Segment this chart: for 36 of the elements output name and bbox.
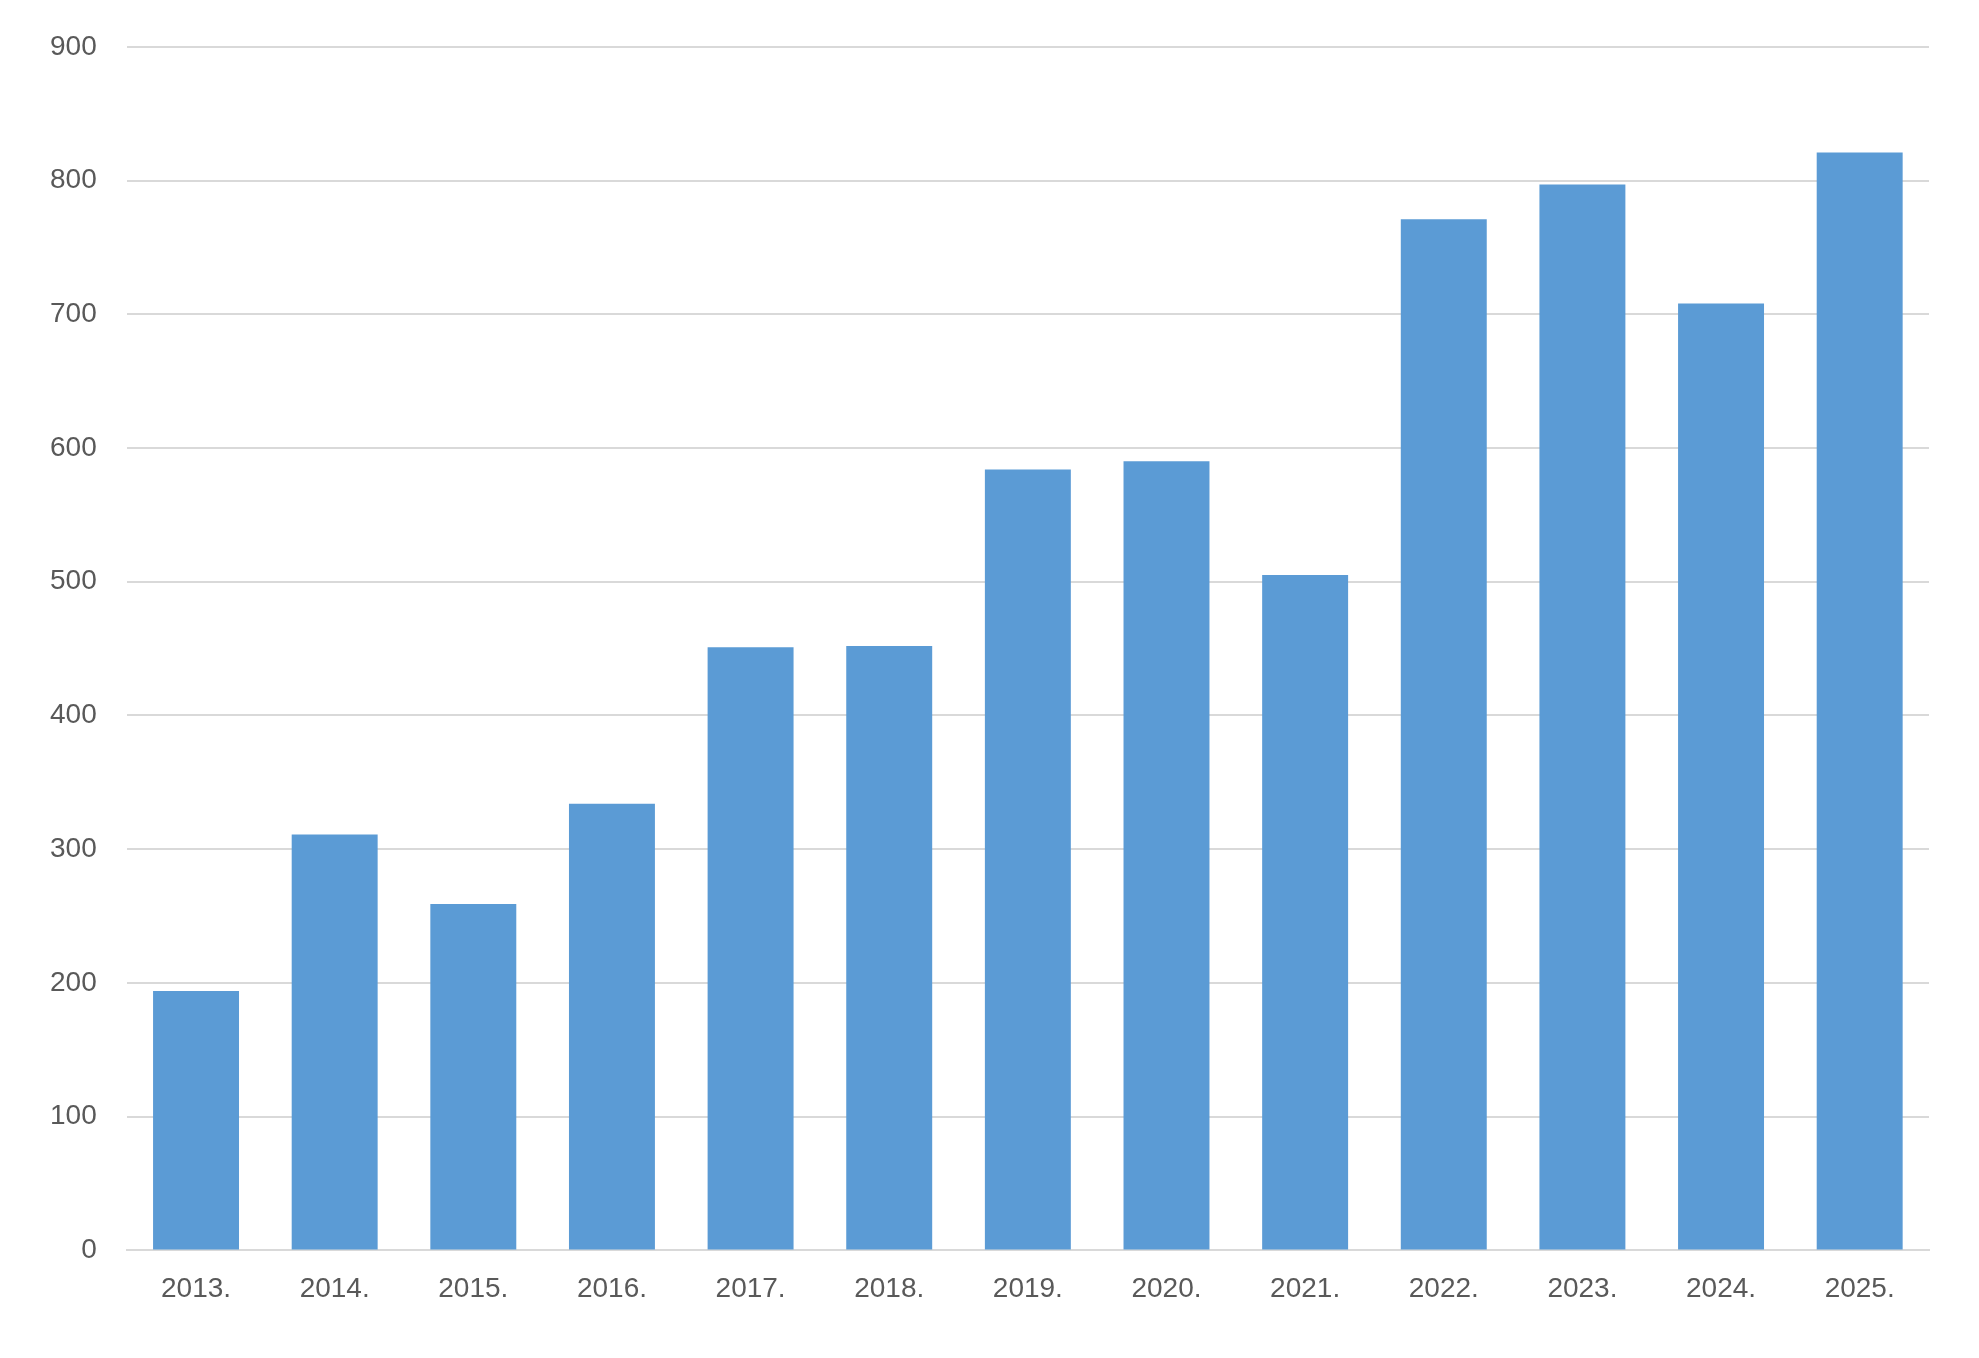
y-tick-label: 100 [50, 1099, 97, 1131]
y-tick-label: 600 [50, 430, 97, 462]
bar [1678, 303, 1765, 1250]
x-tick-label: 2025. [1824, 1271, 1895, 1303]
x-tick-label: 2020. [1131, 1271, 1202, 1303]
x-tick-label: 2014. [299, 1271, 370, 1303]
y-tick-label: 0 [81, 1233, 97, 1265]
y-tick-label: 400 [50, 698, 97, 730]
bar [1123, 461, 1210, 1250]
bar [1816, 152, 1903, 1250]
bar [430, 904, 517, 1250]
x-tick-label: 2016. [576, 1271, 647, 1303]
y-tick-label: 300 [50, 831, 97, 863]
x-tick-label: 2017. [715, 1271, 786, 1303]
y-tick-label: 700 [50, 296, 97, 328]
x-tick-label: 2015. [438, 1271, 509, 1303]
bar [153, 990, 240, 1250]
y-tick-label: 900 [50, 29, 97, 61]
bar [568, 803, 655, 1250]
x-tick-label: 2013. [161, 1271, 232, 1303]
bar [1262, 575, 1349, 1250]
bar [984, 469, 1071, 1250]
x-tick-label: 2018. [854, 1271, 925, 1303]
bar [1539, 184, 1626, 1250]
bar [846, 645, 933, 1250]
y-tick-label: 800 [50, 163, 97, 195]
bar [707, 647, 794, 1250]
x-tick-label: 2022. [1408, 1271, 1479, 1303]
x-tick-label: 2021. [1270, 1271, 1341, 1303]
y-tick-label: 500 [50, 564, 97, 596]
bar [1400, 219, 1487, 1250]
x-tick-label: 2019. [992, 1271, 1063, 1303]
x-tick-label: 2024. [1686, 1271, 1757, 1303]
y-tick-label: 200 [50, 965, 97, 997]
bar [291, 834, 378, 1250]
x-tick-label: 2023. [1547, 1271, 1618, 1303]
